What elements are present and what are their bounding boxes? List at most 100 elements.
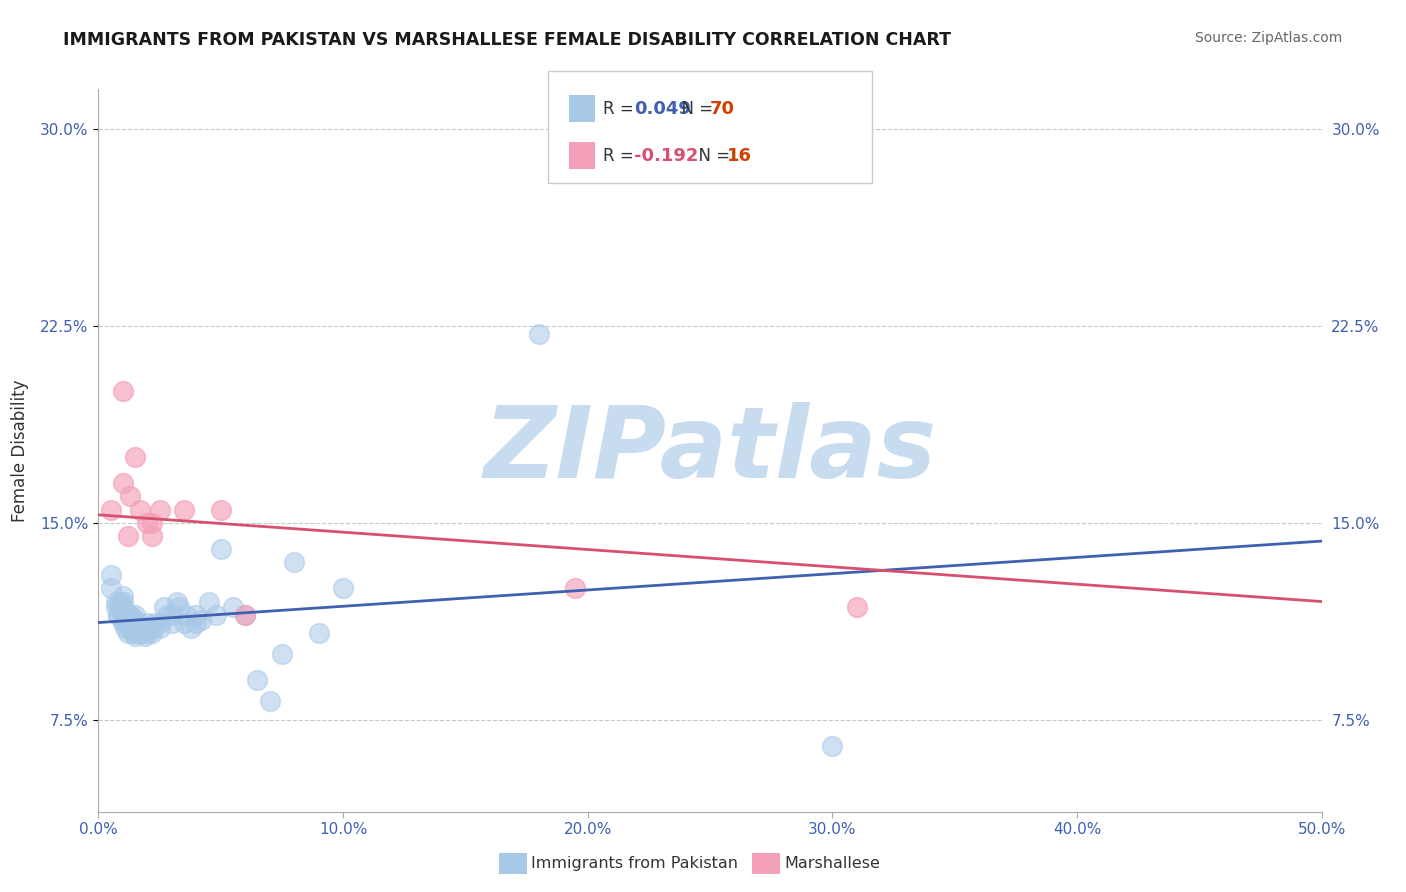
Point: [141, 621, 163, 635]
Point: [107, 607, 129, 622]
Point: [131, 626, 153, 640]
Point: [160, 607, 183, 622]
Point: [186, 607, 208, 622]
Point: [114, 621, 136, 635]
Point: [100, 582, 122, 596]
Point: [139, 621, 162, 635]
Text: ZIPatlas: ZIPatlas: [484, 402, 936, 499]
Point: [117, 615, 139, 630]
Point: [117, 529, 139, 543]
Point: [141, 626, 163, 640]
Point: [209, 541, 232, 556]
Point: [111, 607, 134, 622]
Point: [111, 615, 134, 630]
Point: [209, 502, 232, 516]
Point: [233, 607, 256, 622]
Point: [332, 582, 354, 596]
Point: [111, 599, 134, 614]
Point: [111, 594, 134, 608]
Point: [233, 607, 256, 622]
Text: R =: R =: [603, 147, 640, 165]
Point: [166, 594, 188, 608]
Point: [173, 615, 195, 630]
Text: Source: ZipAtlas.com: Source: ZipAtlas.com: [1195, 31, 1343, 45]
Point: [100, 568, 122, 582]
Point: [114, 615, 136, 630]
Point: [136, 621, 159, 635]
Point: [117, 626, 139, 640]
Point: [120, 615, 142, 630]
Point: [111, 613, 134, 627]
Point: [124, 629, 146, 643]
Point: [149, 502, 172, 516]
Point: [121, 626, 143, 640]
Point: [111, 384, 134, 399]
Point: [134, 621, 156, 635]
Point: [527, 326, 550, 341]
Point: [222, 599, 245, 614]
Point: [143, 615, 166, 630]
Point: [110, 594, 132, 608]
Text: N =: N =: [688, 147, 735, 165]
Text: N =: N =: [671, 100, 718, 118]
Point: [173, 502, 195, 516]
Point: [110, 599, 132, 614]
Text: 70: 70: [710, 100, 735, 118]
Point: [120, 607, 142, 622]
Point: [104, 594, 127, 608]
Point: [156, 607, 179, 622]
Point: [104, 599, 127, 614]
Point: [117, 607, 139, 622]
Point: [129, 626, 152, 640]
Point: [111, 589, 134, 603]
Point: [149, 621, 172, 635]
Text: -0.192: -0.192: [634, 147, 699, 165]
Point: [270, 647, 294, 661]
Point: [134, 629, 156, 643]
Point: [124, 613, 146, 627]
Point: [821, 739, 844, 753]
Point: [129, 502, 152, 516]
Point: [107, 607, 129, 622]
Point: [136, 626, 159, 640]
Point: [141, 529, 163, 543]
Point: [190, 613, 212, 627]
Y-axis label: Female Disability: Female Disability: [11, 379, 30, 522]
Text: 16: 16: [727, 147, 752, 165]
Point: [283, 555, 305, 569]
Point: [129, 621, 152, 635]
Text: R =: R =: [603, 100, 640, 118]
Point: [149, 615, 172, 630]
Point: [160, 615, 183, 630]
Point: [197, 594, 219, 608]
Point: [167, 599, 190, 614]
Point: [100, 502, 122, 516]
Point: [153, 599, 176, 614]
Text: 0.049: 0.049: [634, 100, 690, 118]
Point: [124, 607, 146, 622]
Point: [180, 621, 202, 635]
Point: [131, 621, 153, 635]
Point: [259, 694, 281, 708]
Point: [176, 607, 198, 622]
Point: [205, 607, 228, 622]
Point: [246, 673, 269, 688]
Point: [120, 621, 142, 635]
Point: [127, 626, 149, 640]
Point: [186, 615, 208, 630]
Point: [121, 615, 143, 630]
Point: [845, 599, 868, 614]
Text: Immigrants from Pakistan: Immigrants from Pakistan: [531, 856, 738, 871]
Point: [111, 476, 134, 491]
Point: [120, 490, 142, 504]
Point: [136, 516, 159, 530]
Point: [308, 626, 330, 640]
Point: [564, 582, 586, 596]
Point: [124, 450, 146, 464]
Point: [141, 516, 163, 530]
Point: [124, 621, 146, 635]
Text: IMMIGRANTS FROM PAKISTAN VS MARSHALLESE FEMALE DISABILITY CORRELATION CHART: IMMIGRANTS FROM PAKISTAN VS MARSHALLESE …: [63, 31, 952, 49]
Point: [127, 615, 149, 630]
Point: [136, 615, 159, 630]
Text: Marshallese: Marshallese: [785, 856, 880, 871]
